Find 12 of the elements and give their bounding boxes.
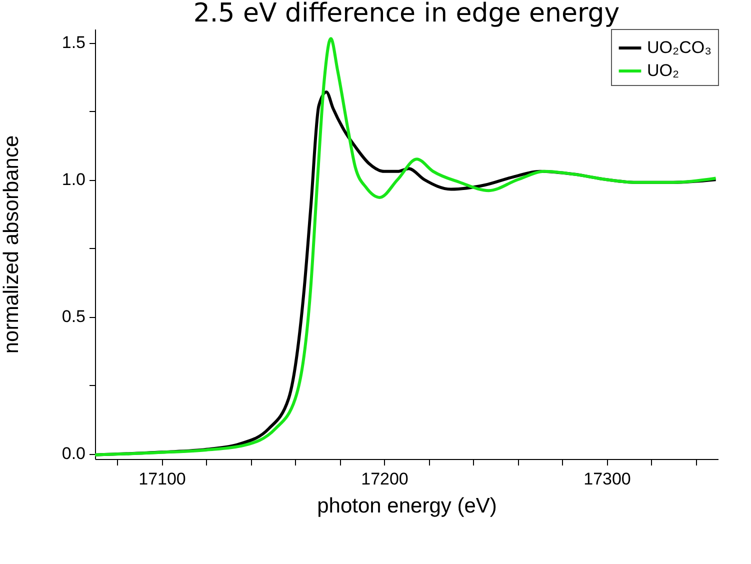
x-axis-title: photon energy (eV): [317, 494, 497, 518]
legend-label: UO₂CO₃: [647, 38, 712, 57]
legend-label: UO₂: [647, 61, 680, 80]
y-tick-label: 1.0: [62, 170, 86, 190]
x-tick-label: 17300: [584, 470, 631, 488]
y-tick-label: 0.5: [62, 307, 86, 326]
x-tick-label: 17200: [361, 470, 408, 488]
y-axis-title: normalized absorbance: [0, 135, 23, 354]
y-tick-label: 1.5: [62, 33, 86, 52]
x-tick-label: 17100: [138, 470, 186, 488]
chart-title: 2.5 eV difference in edge energy: [193, 0, 620, 28]
y-tick-label: 0.0: [62, 444, 86, 464]
